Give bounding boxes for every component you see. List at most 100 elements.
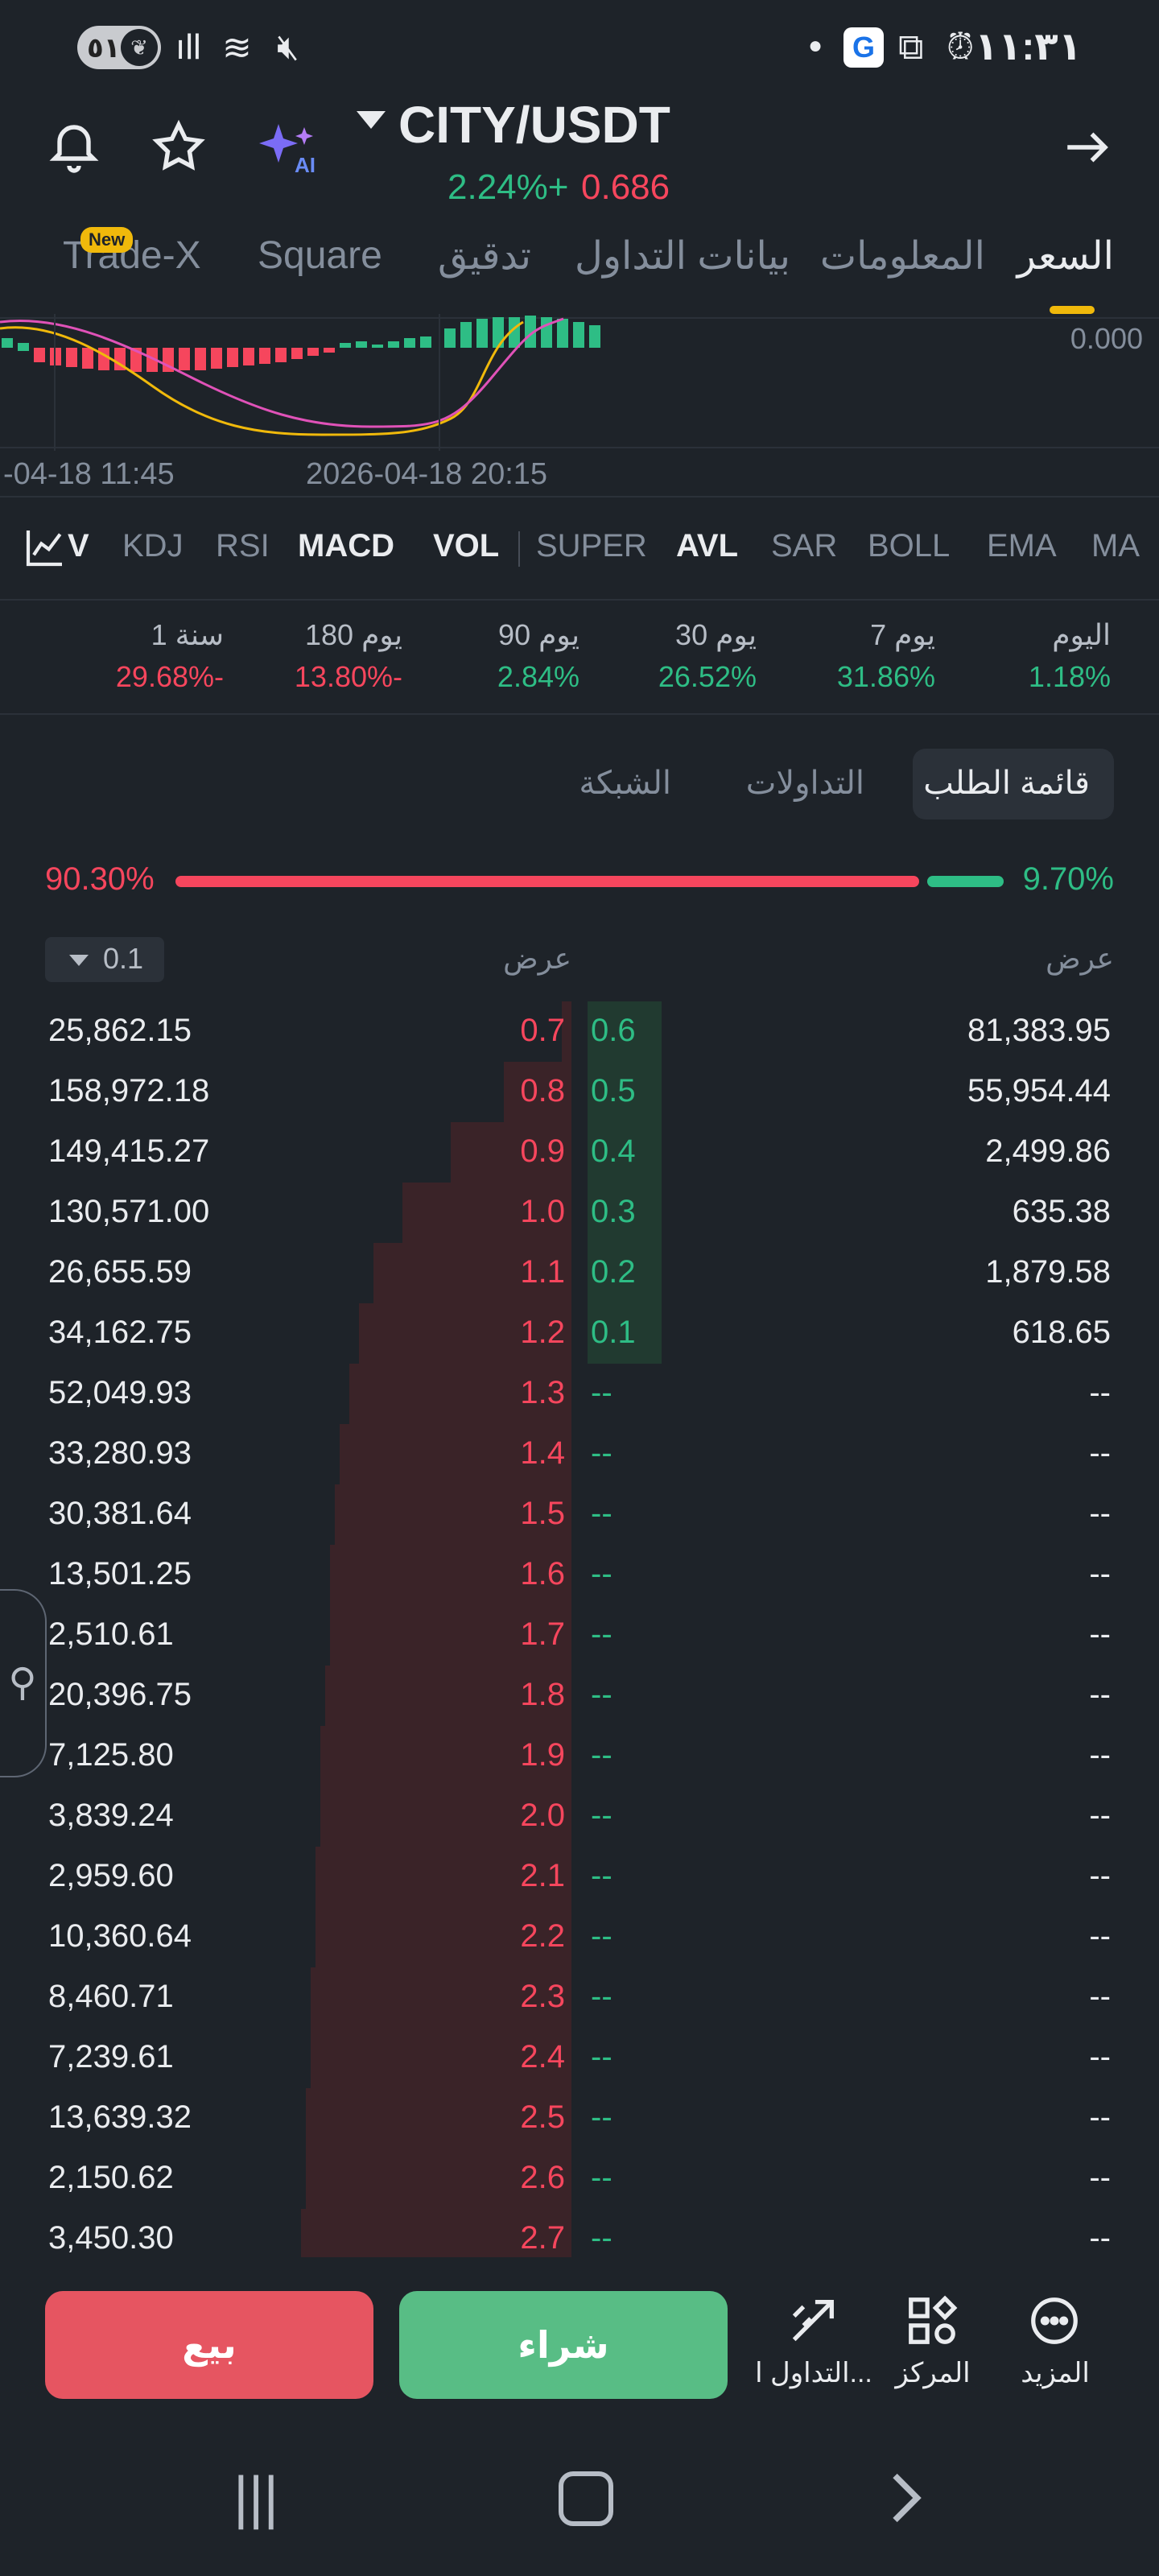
order-book-row[interactable]: 130,571.00 1.0 0.3 635.38 — [0, 1183, 1159, 1243]
pair-title[interactable]: CITY/USDT — [398, 96, 670, 154]
order-book-row[interactable]: 7,125.80 1.9 -- -- — [0, 1726, 1159, 1786]
more-label[interactable]: المزيد — [1021, 2358, 1090, 2388]
ask-depth-bar — [311, 1967, 571, 2028]
order-book-row[interactable]: 26,655.59 1.1 0.2 1,879.58 — [0, 1243, 1159, 1303]
ask-depth-bar — [330, 1545, 571, 1605]
forward-arrow-icon[interactable] — [1061, 121, 1114, 178]
ask-price: 1.9 — [520, 1737, 565, 1773]
indicator-vol[interactable]: VOL — [433, 528, 500, 564]
ai-sparkle-icon[interactable]: AI — [256, 121, 320, 181]
pair-dropdown-icon[interactable] — [357, 111, 386, 129]
ask-amount: 2,959.60 — [48, 1858, 174, 1893]
bid-price: -- — [591, 2160, 612, 2195]
order-book-row[interactable]: 149,415.27 0.9 0.4 2,499.86 — [0, 1122, 1159, 1183]
star-icon[interactable] — [150, 118, 208, 188]
bid-price: -- — [591, 1496, 612, 1531]
center-label[interactable]: المركز — [895, 2358, 971, 2388]
more-icon[interactable] — [998, 2293, 1111, 2361]
order-book-row[interactable]: 3,839.24 2.0 -- -- — [0, 1786, 1159, 1847]
order-book-row[interactable]: 2,959.60 2.1 -- -- — [0, 1847, 1159, 1907]
indicator-rsi[interactable]: RSI — [216, 528, 270, 564]
buy-button[interactable]: شراء — [399, 2291, 728, 2399]
back-icon[interactable] — [885, 2470, 929, 2530]
signal-icon: ıll — [175, 27, 201, 67]
order-book-row[interactable]: 13,639.32 2.5 -- -- — [0, 2088, 1159, 2149]
indicator-boll[interactable]: BOLL — [868, 528, 951, 564]
indicator-ma[interactable]: MA — [1091, 528, 1140, 564]
accessibility-icon[interactable]: ⚲ — [0, 1589, 47, 1777]
order-book-row[interactable]: 52,049.93 1.3 -- -- — [0, 1364, 1159, 1424]
divider — [0, 317, 1159, 319]
bid-price: -- — [591, 1737, 612, 1773]
indicator-macd[interactable]: MACD — [298, 528, 394, 564]
perf-value: 26.52% — [658, 660, 757, 693]
ask-price: 0.7 — [520, 1013, 565, 1048]
indicator-super[interactable]: SUPER — [536, 528, 647, 564]
ask-depth-bar — [340, 1424, 571, 1484]
bid-amount: -- — [1089, 2099, 1111, 2135]
order-book-row[interactable]: 30,381.64 1.5 -- -- — [0, 1484, 1159, 1545]
ask-depth-bar — [373, 1243, 571, 1303]
perf-label: 30 يوم — [675, 618, 757, 651]
order-book-row[interactable]: 33,280.93 1.4 -- -- — [0, 1424, 1159, 1484]
ask-amount: 13,501.25 — [48, 1556, 192, 1591]
dif-line — [0, 320, 524, 436]
bid-amount: -- — [1089, 1616, 1111, 1652]
indicator-v[interactable]: V — [68, 528, 89, 564]
order-book-row[interactable]: 8,460.71 2.3 -- -- — [0, 1967, 1159, 2028]
bid-price: 0.5 — [591, 1073, 636, 1108]
order-book-row[interactable]: 10,360.64 2.2 -- -- — [0, 1907, 1159, 1967]
tab-active-indicator — [1050, 306, 1095, 314]
ask-amount: 2,150.62 — [48, 2160, 174, 2195]
indicator-avl[interactable]: AVL — [676, 528, 739, 564]
tab-grid[interactable]: الشبكة — [579, 766, 671, 801]
ask-depth-bar — [330, 1605, 571, 1666]
indicator-settings-icon[interactable] — [23, 525, 68, 574]
tab-price[interactable]: السعر — [1017, 235, 1114, 278]
order-book-row[interactable]: 13,501.25 1.6 -- -- — [0, 1545, 1159, 1605]
tab-trading-data[interactable]: بيانات التداول — [574, 235, 790, 278]
perf-value: 31.86% — [836, 660, 935, 693]
clock: ١١:٣١ — [974, 26, 1082, 68]
indicator-kdj[interactable]: KDJ — [122, 528, 184, 564]
ask-price: 1.6 — [520, 1556, 565, 1591]
order-book-row[interactable]: 7,239.61 2.4 -- -- — [0, 2028, 1159, 2088]
tab-order-book[interactable]: قائمة الطلب — [923, 766, 1090, 801]
ask-depth-bar — [504, 1062, 571, 1122]
bell-icon[interactable] — [45, 118, 103, 188]
order-book-row[interactable]: 20,396.75 1.8 -- -- — [0, 1666, 1159, 1726]
ask-price: 2.0 — [520, 1798, 565, 1833]
grid-icon[interactable] — [876, 2293, 988, 2361]
order-book-row[interactable]: 2,150.62 2.6 -- -- — [0, 2149, 1159, 2209]
bid-header: عرض — [1046, 942, 1114, 975]
precision-select[interactable] — [45, 937, 164, 982]
bid-amount: -- — [1089, 1737, 1111, 1773]
trade-label[interactable]: التداول ا... — [755, 2358, 872, 2388]
order-book-row[interactable]: 2,510.61 1.7 -- -- — [0, 1605, 1159, 1666]
sell-button[interactable]: بيع — [45, 2291, 373, 2399]
perf-label: اليوم — [1052, 618, 1111, 651]
order-book-row[interactable]: 34,162.75 1.2 0.1 618.65 — [0, 1303, 1159, 1364]
precision-value[interactable]: 0.1 — [103, 942, 144, 975]
indicator-ema[interactable]: EMA — [987, 528, 1057, 564]
indicator-sar[interactable]: SAR — [771, 528, 838, 564]
tab-audit[interactable]: تدقيق — [437, 235, 531, 278]
perf-value: 1.18% — [1028, 660, 1111, 693]
tab-info[interactable]: المعلومات — [819, 235, 985, 278]
order-book-row[interactable]: 25,862.15 0.7 0.6 81,383.95 — [0, 1001, 1159, 1062]
tab-square[interactable]: Square — [258, 234, 382, 277]
mute-icon: 🔇︎ — [277, 27, 299, 67]
order-book-row[interactable]: 158,972.18 0.8 0.5 55,954.44 — [0, 1062, 1159, 1122]
ask-depth-bar — [349, 1364, 571, 1424]
screenshot-icon: ⧉ — [898, 27, 924, 67]
trade-icon[interactable] — [757, 2293, 869, 2361]
bid-depth-bar — [588, 1183, 662, 1243]
ask-amount: 8,460.71 — [48, 1979, 174, 2014]
recents-icon[interactable]: ||| — [233, 2466, 279, 2530]
ask-amount: 2,510.61 — [48, 1616, 174, 1652]
bid-depth-bar — [588, 1243, 662, 1303]
tab-trades[interactable]: التداولات — [745, 766, 864, 801]
macd-chart[interactable] — [0, 314, 1159, 499]
home-icon[interactable] — [559, 2471, 613, 2526]
macd-histogram — [2, 316, 600, 372]
